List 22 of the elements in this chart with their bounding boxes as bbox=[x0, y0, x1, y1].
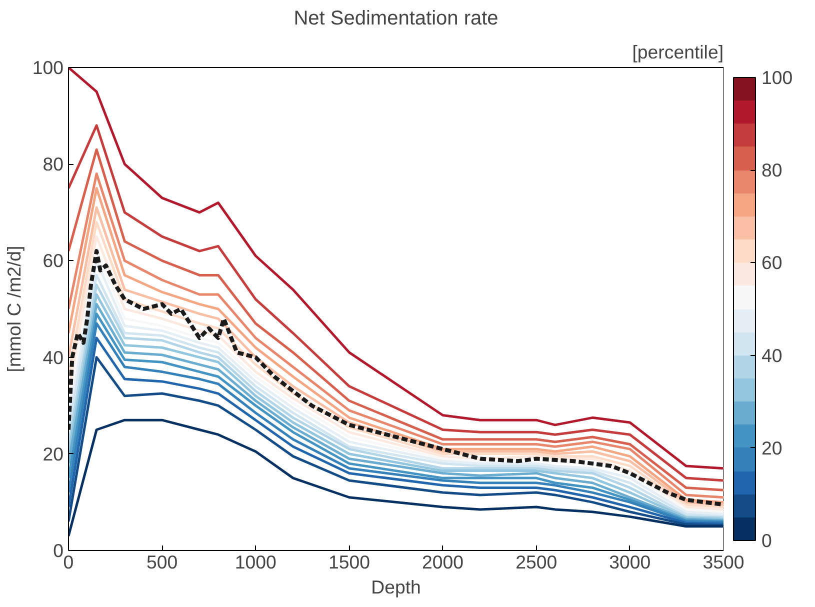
y-tick-label: 80 bbox=[42, 154, 64, 175]
y-tick-label: 100 bbox=[32, 57, 64, 78]
color-bar-label: 100 bbox=[762, 67, 793, 88]
x-tick-label: 3500 bbox=[702, 552, 744, 572]
x-tick-label: 500 bbox=[146, 552, 178, 572]
chart-title: Net Sedimentation rate bbox=[294, 8, 498, 30]
color-bar-label: 60 bbox=[762, 252, 782, 274]
color-bar-label: 0 bbox=[762, 530, 772, 551]
y-tick-label: 40 bbox=[42, 346, 64, 368]
x-tick-label: 2500 bbox=[516, 552, 558, 572]
x-axis-title: Depth bbox=[371, 576, 421, 598]
color-bar-label: 20 bbox=[762, 437, 782, 458]
x-tick-label: 1000 bbox=[234, 552, 276, 572]
y-tick-label: 60 bbox=[42, 250, 64, 272]
x-tick-label: 2000 bbox=[422, 552, 464, 572]
color-bar-label: 80 bbox=[762, 160, 782, 181]
color-bar-label: 40 bbox=[762, 344, 782, 366]
color-bar-title: [percentile] bbox=[632, 42, 724, 62]
y-tick-label: 20 bbox=[42, 443, 64, 464]
y-axis-title: [mmol C /m2/d] bbox=[3, 246, 24, 372]
x-tick-label: 1500 bbox=[328, 552, 370, 572]
x-tick-label: 3000 bbox=[609, 552, 651, 572]
